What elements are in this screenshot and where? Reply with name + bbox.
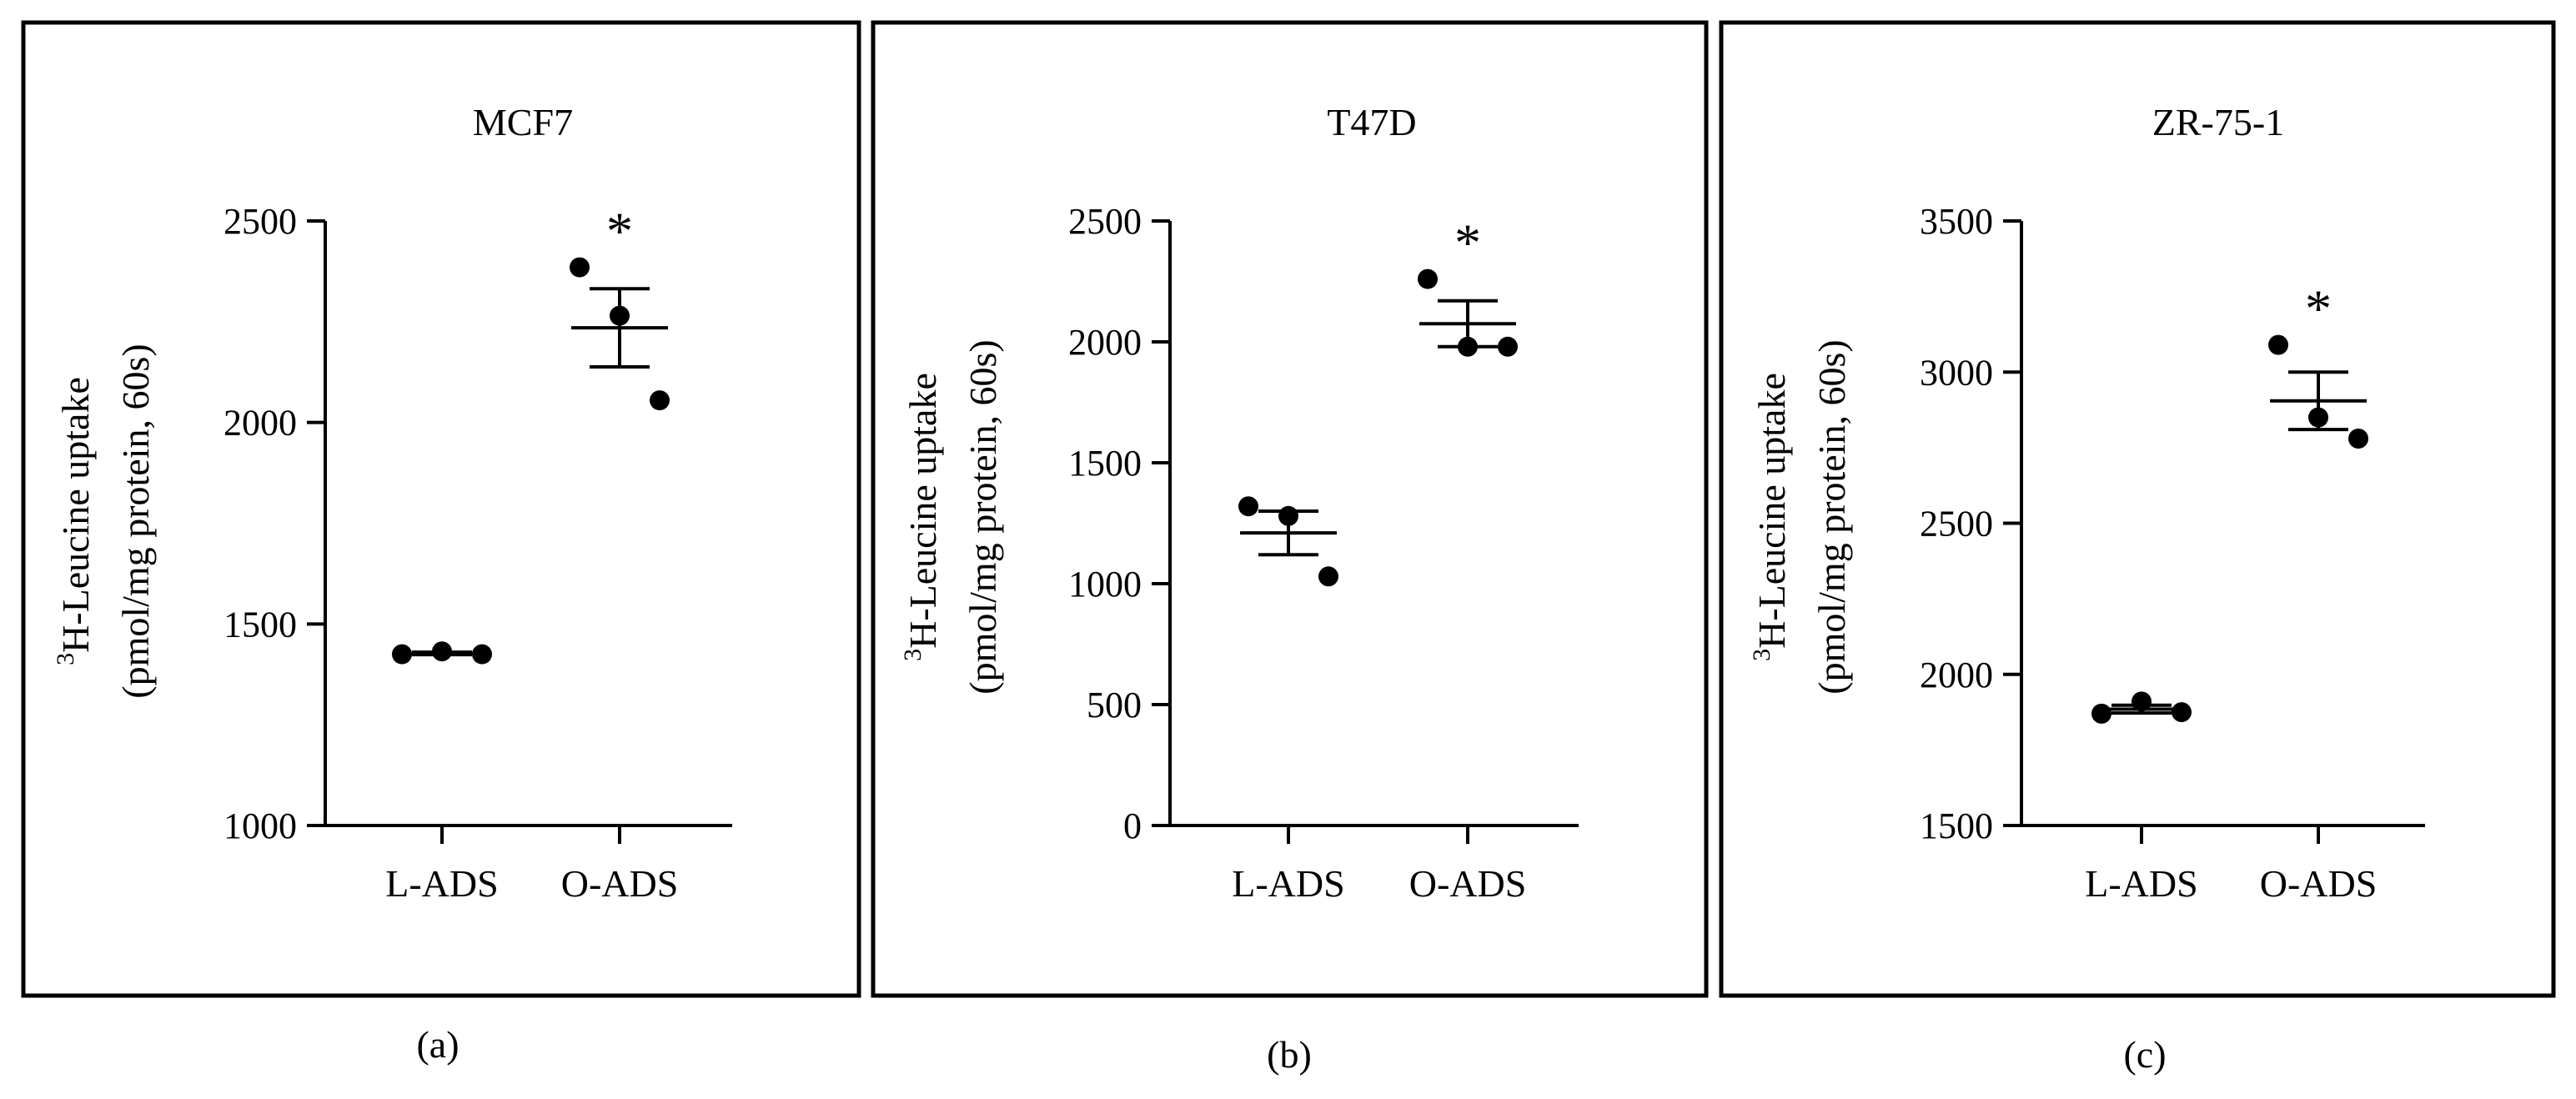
y-axis-label-superscript: 3 — [1748, 649, 1775, 661]
panel-a: MCF7 3H-Leucine uptake (pmol/mg protein,… — [21, 20, 861, 1066]
y-axis-label-line1: H-Leucine uptake — [1750, 373, 1793, 649]
y-tick-label: 0 — [1123, 805, 1142, 846]
x-tick-label-o-ads: O-ADS — [561, 862, 679, 905]
data-marks: * — [392, 202, 670, 665]
y-tick-label: 1000 — [223, 805, 297, 846]
data-point — [650, 390, 670, 411]
y-axis-label-superscript: 3 — [899, 649, 926, 661]
y-ticks: 0 500 1000 1500 2000 2500 — [1068, 201, 1170, 846]
y-axis-label: 3H-Leucine uptake — [52, 377, 97, 665]
data-point — [1238, 496, 1258, 517]
data-point — [1498, 336, 1518, 357]
x-tick-label-l-ads: L-ADS — [2085, 862, 2197, 905]
y-tick-label: 2500 — [223, 201, 297, 242]
data-point — [2091, 703, 2112, 724]
x-tick-label-l-ads: L-ADS — [385, 862, 498, 905]
y-tick-label: 2000 — [1068, 322, 1142, 363]
x-ticks: L-ADS O-ADS — [1232, 826, 1526, 905]
chart-title-mcf7: MCF7 — [473, 101, 573, 143]
y-axis-label-line1: H-Leucine uptake — [901, 373, 944, 649]
x-ticks: L-ADS O-ADS — [2085, 826, 2377, 905]
data-point — [2348, 429, 2368, 449]
y-axis-label-line1: H-Leucine uptake — [54, 377, 97, 653]
panel-b: T47D 3H-Leucine uptake (pmol/mg protein,… — [871, 20, 1709, 1076]
x-tick-label-o-ads: O-ADS — [2260, 862, 2378, 905]
data-point — [2268, 334, 2288, 355]
y-tick-label: 2000 — [223, 403, 297, 444]
y-tick-label: 2000 — [1920, 655, 1993, 695]
y-tick-label: 3500 — [1920, 201, 1993, 242]
y-tick-label: 1500 — [223, 604, 297, 645]
data-point — [1418, 268, 1438, 289]
y-tick-label: 1500 — [1920, 805, 1993, 846]
y-axis-label-units: (pmol/mg protein, 60s) — [114, 344, 157, 698]
y-ticks: 1500 2000 2500 3000 3500 — [1920, 201, 2021, 846]
data-point — [2172, 702, 2192, 723]
y-tick-label: 3000 — [1920, 352, 1993, 393]
y-axis-label-units: (pmol/mg protein, 60s) — [1810, 339, 1853, 694]
y-ticks: 1000 1500 2000 2500 — [223, 201, 325, 846]
y-tick-label: 2500 — [1920, 504, 1993, 544]
data-marks: * — [1238, 213, 1518, 587]
data-marks: * — [2091, 279, 2368, 724]
panel-c: ZR-75-1 3H-Leucine uptake (pmol/mg prote… — [1719, 20, 2556, 1076]
significance-marker: * — [1454, 213, 1481, 273]
panel-b-frame — [871, 20, 1709, 998]
panel-label-c: (c) — [2123, 1033, 2166, 1076]
y-axis-label: 3H-Leucine uptake — [1748, 373, 1793, 661]
data-point — [1318, 566, 1338, 587]
x-ticks: L-ADS O-ADS — [385, 826, 678, 905]
y-tick-label: 2500 — [1068, 201, 1142, 242]
y-tick-label: 1000 — [1068, 564, 1142, 605]
panel-label-b: (b) — [1267, 1033, 1312, 1076]
panel-a-frame — [21, 20, 861, 998]
data-point — [570, 257, 590, 278]
y-tick-label: 500 — [1087, 685, 1142, 725]
panel-c-frame — [1719, 20, 2556, 998]
x-tick-label-l-ads: L-ADS — [1232, 862, 1344, 905]
y-axis-label-superscript: 3 — [52, 653, 79, 665]
chart-title-zr-75-1: ZR-75-1 — [2152, 101, 2284, 143]
y-axis-label: 3H-Leucine uptake — [899, 373, 944, 661]
significance-marker: * — [606, 202, 633, 261]
y-axis-label-units: (pmol/mg protein, 60s) — [962, 339, 1004, 694]
x-tick-label-o-ads: O-ADS — [1409, 862, 1527, 905]
significance-marker: * — [2305, 279, 2332, 339]
chart-title-t47d: T47D — [1327, 101, 1416, 143]
y-tick-label: 1500 — [1068, 443, 1142, 484]
panel-label-a: (a) — [416, 1023, 459, 1066]
